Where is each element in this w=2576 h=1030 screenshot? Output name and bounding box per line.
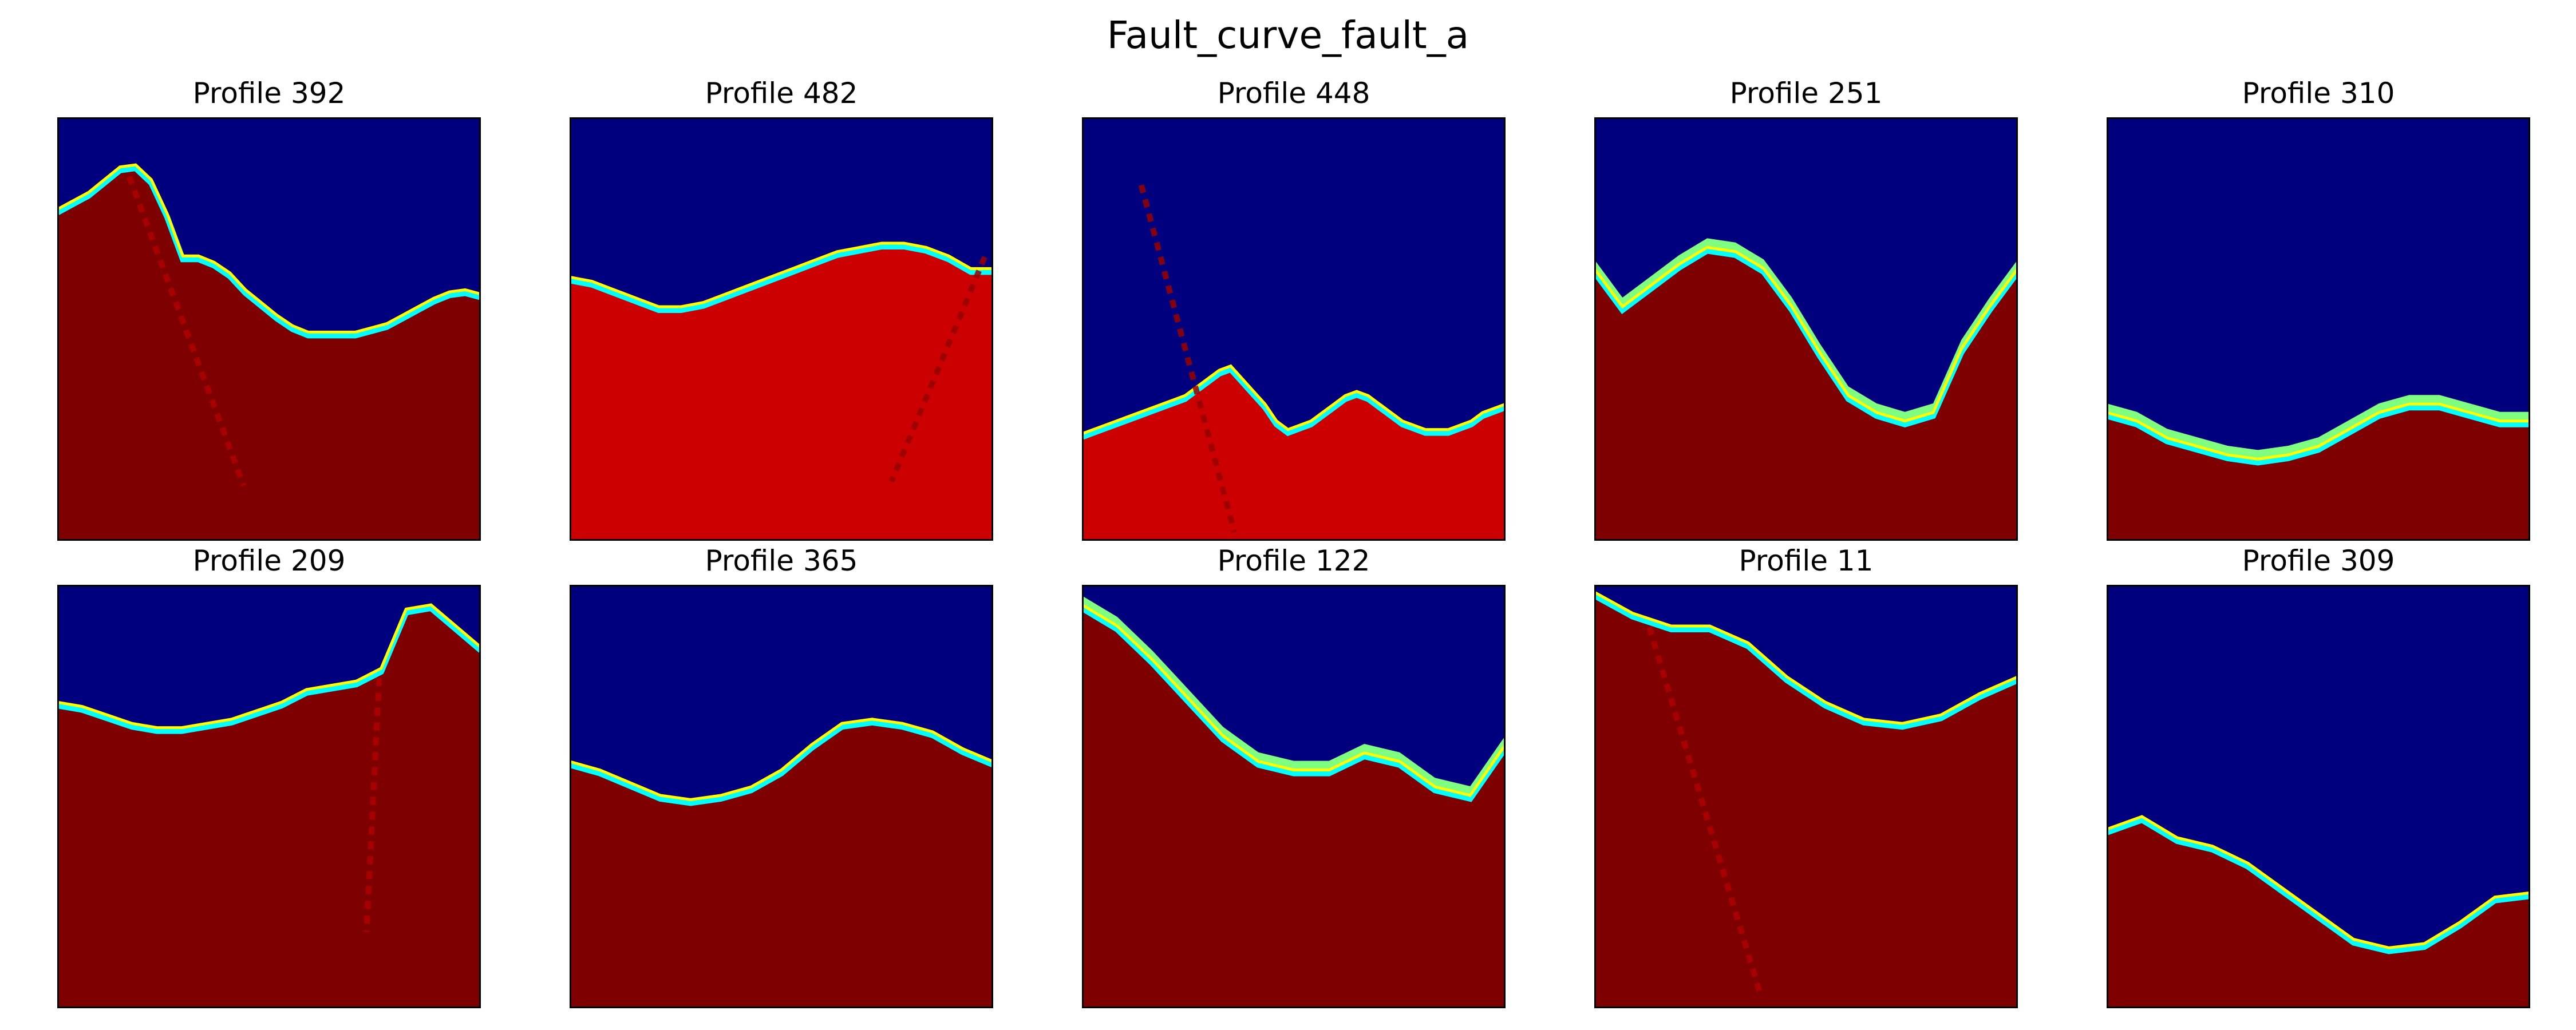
lower-layer bbox=[2107, 405, 2530, 541]
panel-title: Profile 448 bbox=[1217, 77, 1370, 110]
panel-frame bbox=[1082, 585, 1506, 1008]
panel-frame bbox=[2107, 585, 2530, 1008]
fault-trace bbox=[888, 256, 987, 483]
panel-title: Profile 11 bbox=[1739, 544, 1874, 577]
fault-trace bbox=[364, 678, 382, 933]
horizon-line bbox=[570, 718, 993, 801]
lower-layer bbox=[57, 606, 481, 1008]
fault-trace bbox=[1138, 184, 1238, 533]
horizon-line bbox=[57, 605, 481, 734]
profile-panel bbox=[570, 117, 993, 541]
fault-trace bbox=[127, 175, 247, 487]
horizon-line bbox=[57, 163, 481, 334]
horizon-line bbox=[570, 244, 993, 313]
profile-panel bbox=[57, 585, 481, 1008]
profile-panel bbox=[1082, 117, 1506, 541]
figure-title: Fault_curve_fault_a bbox=[1107, 13, 1469, 57]
panel-title: Profile 482 bbox=[705, 77, 858, 110]
fault-trace bbox=[1646, 626, 1763, 992]
lower-layer bbox=[1594, 593, 2018, 1008]
panel-frame bbox=[570, 585, 993, 1008]
profile-panel bbox=[1082, 585, 1506, 1008]
horizon-line bbox=[1082, 364, 1506, 435]
panel-frame bbox=[2107, 117, 2530, 541]
horizon-line bbox=[1594, 593, 2018, 730]
panel-title: Profile 251 bbox=[1729, 77, 1883, 110]
lower-layer bbox=[1082, 367, 1506, 541]
lower-layer bbox=[570, 720, 993, 1008]
horizon-line bbox=[2107, 402, 2530, 461]
panel-title: Profile 122 bbox=[1217, 544, 1370, 577]
lower-layer bbox=[1594, 248, 2018, 541]
profile-panel bbox=[570, 585, 993, 1008]
horizon-line bbox=[2107, 817, 2530, 954]
profile-panel bbox=[57, 117, 481, 541]
panel-frame bbox=[57, 117, 481, 541]
lower-layer bbox=[57, 166, 481, 541]
panel-frame bbox=[1594, 585, 2018, 1008]
horizon-line bbox=[2107, 405, 2530, 466]
profile-panel bbox=[2107, 117, 2530, 541]
horizon-line bbox=[1082, 603, 1506, 797]
horizon-line bbox=[570, 719, 993, 806]
horizon-line bbox=[1594, 591, 2018, 725]
horizon-line bbox=[57, 165, 481, 339]
panel-frame bbox=[1082, 117, 1506, 541]
lower-layer bbox=[1082, 606, 1506, 1008]
panel-title: Profile 309 bbox=[2242, 544, 2395, 577]
profile-panel bbox=[1594, 585, 2018, 1008]
panel-frame bbox=[570, 117, 993, 541]
lower-layer bbox=[570, 244, 993, 541]
horizon-line bbox=[1594, 245, 2018, 423]
panel-title: Profile 209 bbox=[192, 544, 346, 577]
panel-title: Profile 392 bbox=[192, 77, 346, 110]
horizon-line bbox=[1082, 366, 1506, 440]
profile-panel bbox=[2107, 585, 2530, 1008]
profile-panel bbox=[1594, 117, 2018, 541]
horizon-line bbox=[2107, 815, 2530, 949]
lower-layer bbox=[2107, 818, 2530, 1008]
horizon-line bbox=[1082, 605, 1506, 802]
panel-frame bbox=[57, 585, 481, 1008]
panel-title: Profile 365 bbox=[705, 544, 858, 577]
panel-frame bbox=[1594, 117, 2018, 541]
horizon-line bbox=[570, 241, 993, 308]
horizon-line bbox=[57, 603, 481, 730]
panel-title: Profile 310 bbox=[2242, 77, 2395, 110]
